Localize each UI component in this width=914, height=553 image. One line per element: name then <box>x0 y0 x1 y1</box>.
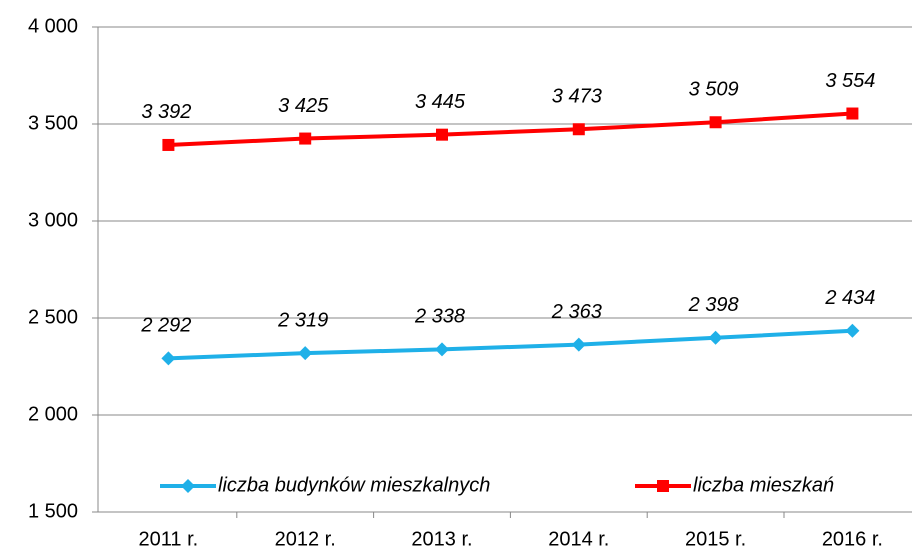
value-label: 3 445 <box>415 91 466 113</box>
y-tick-label: 3 000 <box>28 209 78 231</box>
x-tick-label: 2011 r. <box>139 528 199 550</box>
value-label: 2 292 <box>140 315 191 337</box>
x-tick-label: 2014 r. <box>548 528 609 550</box>
value-label: 3 554 <box>825 70 875 92</box>
value-label: 2 338 <box>414 306 465 328</box>
point-marker <box>572 123 585 136</box>
y-tick-label: 3 500 <box>28 112 78 134</box>
point-marker <box>162 138 175 151</box>
x-tick-label: 2016 r. <box>822 528 883 550</box>
y-tick-label: 2 000 <box>28 403 78 425</box>
legend-marker <box>181 479 195 493</box>
point-marker <box>436 128 448 141</box>
point-marker <box>298 346 313 361</box>
legend-label: liczba mieszkań <box>693 474 834 496</box>
value-label: 2 319 <box>277 309 328 331</box>
point-marker <box>709 116 722 129</box>
value-label: 3 392 <box>141 101 191 123</box>
point-marker <box>571 337 586 352</box>
x-tick-label: 2015 r. <box>685 528 746 550</box>
point-marker <box>161 351 176 366</box>
value-label: 2 434 <box>824 287 875 309</box>
value-label: 3 509 <box>689 79 739 101</box>
value-label: 2 363 <box>551 301 602 323</box>
series-line <box>168 328 853 361</box>
series-line <box>168 111 853 147</box>
point-marker <box>845 323 860 338</box>
y-tick-label: 4 000 <box>28 15 78 37</box>
point-marker <box>846 107 859 120</box>
legend-label: liczba budynków mieszkalnych <box>218 474 490 496</box>
y-tick-label: 2 500 <box>28 306 78 328</box>
point-marker <box>708 330 723 345</box>
value-label: 3 425 <box>278 95 329 117</box>
y-tick-label: 1 500 <box>28 500 78 522</box>
value-label: 3 473 <box>552 86 602 108</box>
point-marker <box>435 342 449 357</box>
x-tick-label: 2013 r. <box>411 528 472 550</box>
point-marker <box>299 132 312 145</box>
value-label: 2 398 <box>688 294 739 316</box>
x-tick-label: 2012 r. <box>275 528 336 550</box>
legend-marker <box>657 480 669 492</box>
